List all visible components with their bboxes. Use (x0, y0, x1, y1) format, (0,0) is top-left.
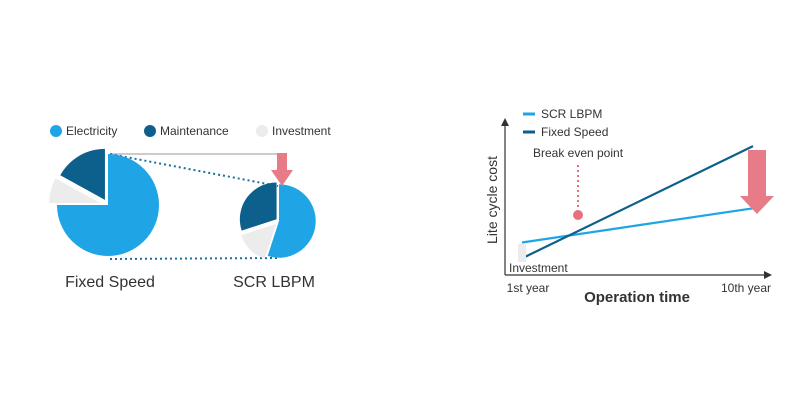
legend-marker-electricity (50, 125, 62, 137)
pie-legend: Electricity Maintenance Investment (50, 124, 331, 138)
legend-label-investment: Investment (272, 124, 331, 138)
pie-connectors (109, 153, 282, 260)
connector-top-dotted (109, 153, 279, 187)
legend-marker-maintenance (144, 125, 156, 137)
pie-slice-electricity (267, 184, 316, 258)
break-even-label: Break even point (533, 146, 624, 160)
legend-label-scr-lbpm: SCR LBPM (541, 107, 602, 121)
reduction-arrow (271, 153, 293, 186)
pie-slice-maintenance (239, 182, 277, 231)
x-tick-label-first: 1st year (507, 281, 550, 295)
connector-bottom-dotted (109, 257, 280, 260)
x-axis-label: Operation time (584, 289, 690, 306)
pie-label-fixed-speed: Fixed Speed (65, 274, 155, 291)
line-series-scr-lbpm (521, 207, 754, 244)
reduction-arrow-head (271, 170, 293, 186)
pie-slice-investment (241, 223, 277, 259)
investment-annotation: Investment (509, 244, 568, 275)
cost-reduction-arrow-head (740, 196, 774, 214)
pie-fixed-speed (49, 148, 159, 256)
pie-slice-electricity (57, 154, 159, 256)
axes (501, 118, 772, 279)
x-tick-label-last: 10th year (721, 281, 771, 295)
legend-label-maintenance: Maintenance (160, 124, 229, 138)
line-legend: SCR LBPM Fixed Speed (523, 107, 608, 139)
legend-marker-investment (256, 125, 268, 137)
pie-scr-lbpm (239, 182, 316, 259)
break-even-marker (573, 210, 583, 220)
y-axis-label: Lite cycle cost (484, 156, 500, 244)
line-series-fixed-speed (521, 145, 754, 260)
investment-label: Investment (509, 261, 568, 275)
cost-reduction-arrow-shaft (748, 150, 766, 198)
investment-bracket (518, 244, 526, 262)
life-cycle-cost-chart: SCR LBPM Fixed Speed Lite cycle cost 1st… (484, 107, 774, 306)
y-axis-arrowhead (501, 118, 509, 126)
cost-reduction-arrow (740, 150, 774, 214)
legend-label-electricity: Electricity (66, 124, 117, 138)
pie-slice-maintenance (60, 148, 105, 200)
reduction-arrow-shaft (277, 153, 287, 172)
pie-comparison-chart: Electricity Maintenance Investment Fixed… (49, 124, 331, 291)
pie-label-scr-lbpm: SCR LBPM (233, 274, 315, 291)
x-axis-arrowhead (764, 271, 772, 279)
break-even-annotation: Break even point (533, 146, 624, 220)
line-series-group (521, 145, 754, 260)
pie-slice-investment (49, 178, 101, 204)
legend-label-fixed-speed: Fixed Speed (541, 125, 608, 139)
